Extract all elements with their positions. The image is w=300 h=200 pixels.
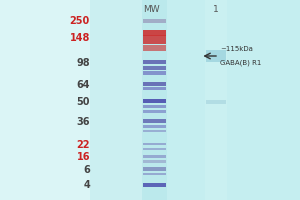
Text: MW: MW <box>143 4 160 14</box>
Text: 1: 1 <box>213 4 219 14</box>
Bar <box>143 148 166 150</box>
Bar <box>143 143 166 145</box>
Bar <box>143 99 166 103</box>
Bar <box>143 130 166 132</box>
Bar <box>142 0 167 200</box>
Bar <box>143 183 166 187</box>
Bar <box>143 30 166 36</box>
Bar <box>143 155 166 158</box>
Bar <box>143 173 166 175</box>
Text: 6: 6 <box>83 165 90 175</box>
Text: 36: 36 <box>76 117 90 127</box>
Text: GABA(B) R1: GABA(B) R1 <box>220 59 262 66</box>
Text: 50: 50 <box>76 97 90 107</box>
Bar <box>143 110 166 112</box>
Bar <box>143 19 166 23</box>
Bar <box>143 82 166 86</box>
Bar <box>0 0 90 200</box>
Text: 98: 98 <box>76 58 90 68</box>
Bar <box>143 160 166 163</box>
Bar <box>143 35 166 44</box>
Bar <box>143 46 166 50</box>
Bar <box>206 100 226 104</box>
Text: 64: 64 <box>76 80 90 90</box>
Text: 4: 4 <box>83 180 90 190</box>
Text: 16: 16 <box>76 152 90 162</box>
Bar <box>143 119 166 123</box>
Bar <box>143 71 166 75</box>
Text: 250: 250 <box>70 16 90 26</box>
Bar <box>143 124 166 128</box>
Text: 22: 22 <box>76 140 90 150</box>
Bar <box>143 104 166 108</box>
Text: ~115kDa: ~115kDa <box>220 46 254 52</box>
Bar <box>143 167 166 171</box>
Bar <box>143 60 166 64</box>
Bar <box>206 50 226 62</box>
Bar <box>143 87 166 90</box>
Bar <box>0 0 144 200</box>
Bar <box>143 66 166 70</box>
Text: 148: 148 <box>70 33 90 43</box>
Bar <box>205 0 227 200</box>
